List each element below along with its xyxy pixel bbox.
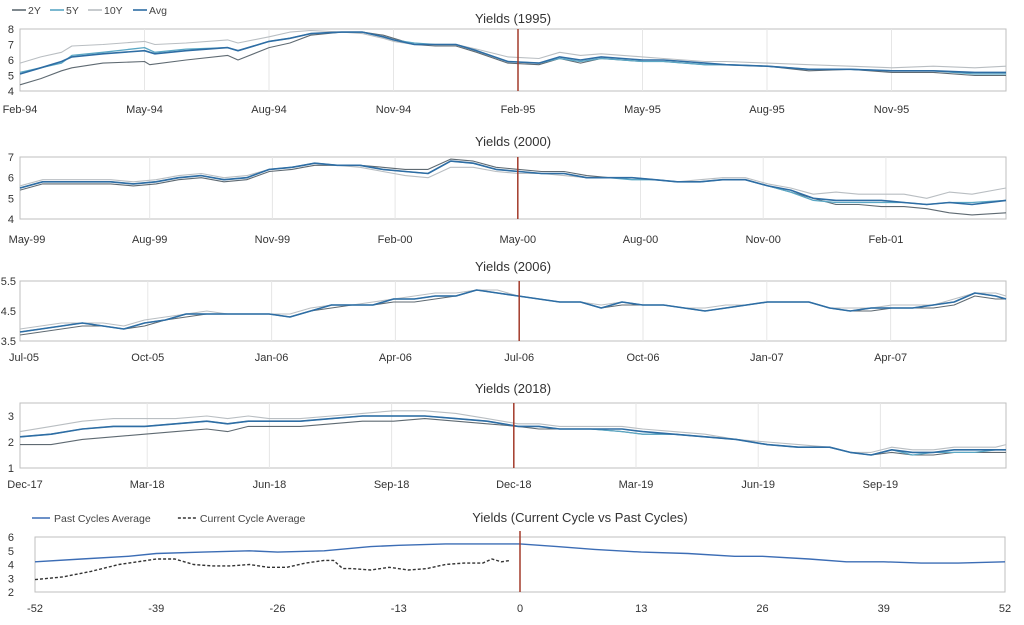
- chart-title: Yields (2018): [475, 381, 551, 396]
- x-tick-label: Nov-99: [255, 234, 290, 246]
- x-tick-label: Nov-00: [745, 234, 780, 246]
- x-tick-label: May-94: [126, 104, 163, 116]
- y-tick-label: 2: [8, 437, 14, 449]
- legend-label-current-cycle: Current Cycle Average: [200, 513, 306, 525]
- x-tick-label: Dec-17: [7, 479, 42, 491]
- series-line-2Y: [20, 418, 1006, 456]
- y-tick-label: 6: [8, 55, 14, 67]
- series-line-current-cycle: [34, 558, 511, 581]
- x-tick-label: May-99: [9, 234, 46, 246]
- x-tick-label: 13: [635, 603, 647, 615]
- x-tick-label: Nov-94: [376, 104, 411, 116]
- y-tick-label: 4: [8, 214, 14, 226]
- x-tick-label: 39: [878, 603, 890, 615]
- x-tick-label: May-00: [499, 234, 536, 246]
- plot-frame: [19, 28, 1007, 92]
- chart-panel-1: Yields (2000) 4 5 6 7 May-99 Aug-99 Nov-99 Feb-0…: [8, 134, 1007, 246]
- y-tick-label: 8: [8, 24, 14, 36]
- x-tick-label: Apr-06: [379, 352, 412, 364]
- x-tick-label: Feb-94: [3, 104, 38, 116]
- y-tick-label: 3.5: [1, 336, 16, 348]
- x-tick-label: Jun-18: [253, 479, 287, 491]
- y-tick-label: 2: [8, 587, 14, 599]
- series-line-5Y: [19, 415, 1006, 456]
- legend-label-past-cycles: Past Cycles Average: [54, 513, 151, 525]
- x-tick-label: Jul-06: [504, 352, 534, 364]
- legend-label-5Y: 5Y: [66, 5, 79, 17]
- x-tick-label: Dec-18: [496, 479, 531, 491]
- x-tick-label: Feb-01: [868, 234, 903, 246]
- x-tick-label: Jul-05: [9, 352, 39, 364]
- y-tick-label: 5.5: [1, 276, 16, 288]
- chart-title: Yields (2000): [475, 134, 551, 149]
- y-tick-label: 3: [8, 573, 14, 585]
- series-line-2Y: [19, 31, 1006, 86]
- plot-frame: [19, 280, 1007, 342]
- x-tick-label: Aug-00: [623, 234, 658, 246]
- series-line-2Y: [19, 289, 1006, 336]
- chart-panel-4: Yields (Current Cycle vs Past Cycles) 2 34…: [8, 510, 1011, 615]
- y-tick-label: 5: [8, 71, 14, 83]
- chart-title: Yields (Current Cycle vs Past Cycles): [472, 510, 688, 525]
- x-tick-label: -39: [148, 603, 164, 615]
- chart-panel-2: Yields (2006) 3.5 4.5 5.5 Jul-05 Oct-05 Jan-06…: [1, 259, 1007, 364]
- x-tick-label: Mar-19: [619, 479, 654, 491]
- series-line-5Y: [19, 160, 1007, 206]
- chart-panel-3: Yields (2018) 1 2 3 Dec-17 Mar-18 Jun-18 Sep-18…: [7, 381, 1007, 491]
- legend-label-10Y: 10Y: [104, 5, 123, 17]
- x-tick-label: Nov-95: [874, 104, 909, 116]
- legend-label-Avg: Avg: [149, 5, 167, 17]
- series-line-10Y: [19, 410, 1007, 453]
- x-tick-label: 52: [999, 603, 1011, 615]
- legend-label-2Y: 2Y: [28, 5, 41, 17]
- x-tick-label: Aug-95: [749, 104, 784, 116]
- series-line-10Y: [19, 162, 1007, 199]
- x-tick-label: Oct-06: [626, 352, 659, 364]
- y-tick-label: 5: [8, 193, 14, 205]
- x-tick-label: Sep-18: [374, 479, 409, 491]
- x-tick-label: Apr-07: [874, 352, 907, 364]
- plot-frame: [19, 156, 1007, 220]
- x-tick-label: Jan-07: [750, 352, 784, 364]
- y-tick-label: 6: [8, 532, 14, 544]
- y-tick-label: 4.5: [1, 306, 16, 318]
- x-tick-label: -52: [27, 603, 43, 615]
- x-tick-label: Aug-99: [132, 234, 167, 246]
- series-line-2Y: [19, 158, 1007, 216]
- y-tick-label: 7: [8, 40, 14, 52]
- series-line-Avg: [19, 289, 1007, 333]
- x-tick-label: 26: [756, 603, 768, 615]
- chart-title: Yields (1995): [475, 11, 551, 26]
- y-tick-label: 5: [8, 546, 14, 558]
- x-tick-label: -13: [391, 603, 407, 615]
- chart-panel-0: Yields (1995) 4 5 6 7 8 Feb-94 May-94 Aug-94 Nov-…: [3, 5, 1007, 116]
- chart-title: Yields (2006): [475, 259, 551, 274]
- x-tick-label: May-95: [624, 104, 661, 116]
- y-tick-label: 4: [8, 560, 14, 572]
- series-line-Avg: [19, 415, 1006, 456]
- x-tick-label: Jan-06: [255, 352, 289, 364]
- x-tick-label: Jun-19: [741, 479, 775, 491]
- y-tick-label: 6: [8, 173, 14, 185]
- plot-frame: [19, 402, 1007, 469]
- y-tick-label: 1: [8, 463, 14, 475]
- x-tick-label: Aug-94: [251, 104, 286, 116]
- x-tick-label: Mar-18: [130, 479, 165, 491]
- x-tick-label: Oct-05: [131, 352, 164, 364]
- y-tick-label: 7: [8, 152, 14, 164]
- x-tick-label: Feb-00: [378, 234, 413, 246]
- series-line-Avg: [19, 160, 1007, 206]
- y-tick-label: 4: [8, 86, 14, 98]
- x-tick-label: -26: [270, 603, 286, 615]
- x-tick-label: Sep-19: [863, 479, 898, 491]
- x-tick-label: 0: [517, 603, 523, 615]
- y-tick-label: 3: [8, 411, 14, 423]
- x-tick-label: Feb-95: [501, 104, 536, 116]
- series-line-Avg: [19, 31, 1006, 75]
